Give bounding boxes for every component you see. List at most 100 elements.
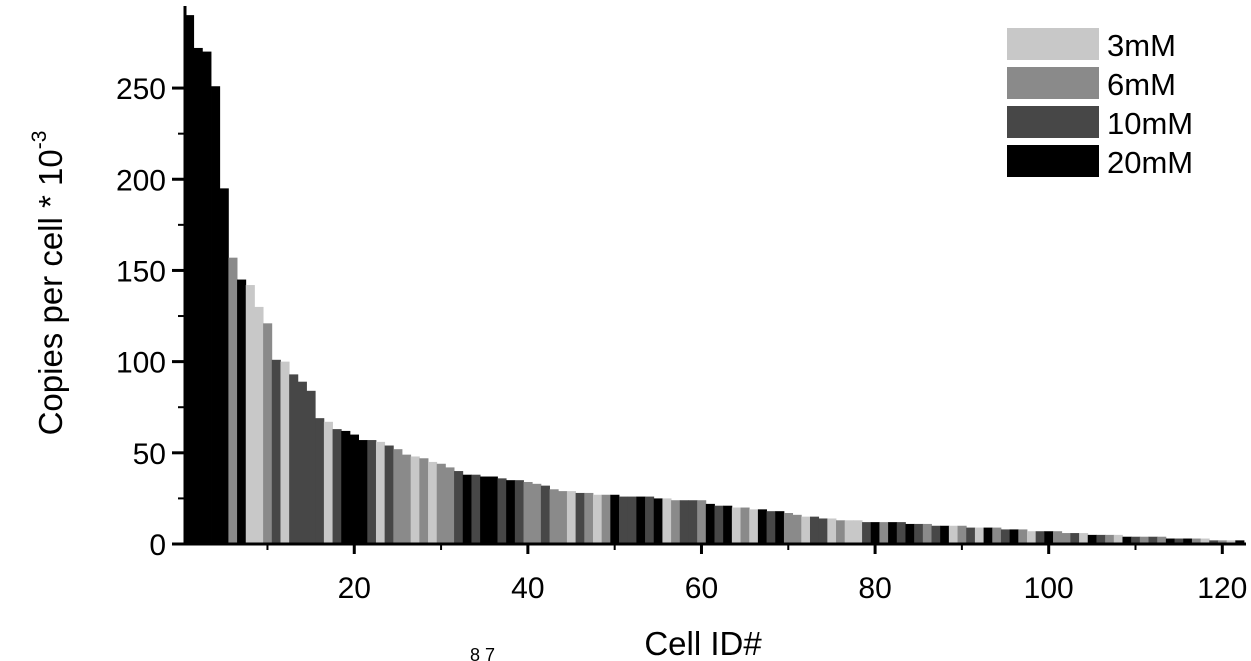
x-tick-label: 80 <box>858 572 891 605</box>
bar <box>957 525 967 544</box>
legend-swatch <box>1007 67 1099 99</box>
bar <box>471 474 481 544</box>
bar <box>436 463 446 544</box>
legend-swatch <box>1007 28 1099 60</box>
bar <box>940 525 950 544</box>
bar <box>428 461 438 544</box>
legend-label: 20mM <box>1107 145 1193 180</box>
bar <box>1087 534 1097 544</box>
bar <box>254 306 264 544</box>
bar <box>211 86 221 545</box>
bar <box>827 518 837 544</box>
bar <box>836 520 846 544</box>
bar <box>219 188 229 544</box>
bar <box>1053 531 1063 544</box>
bar <box>462 474 472 544</box>
bar <box>983 527 993 544</box>
bar <box>948 525 958 544</box>
bar <box>584 492 594 544</box>
bar <box>402 454 412 544</box>
svg-text:Copies per cell * 10-3: Copies per cell * 10-3 <box>28 131 69 436</box>
bar <box>844 520 854 544</box>
bar <box>879 522 889 544</box>
bar <box>783 513 794 544</box>
bar <box>714 505 724 544</box>
bar <box>775 511 785 544</box>
bar <box>202 51 212 545</box>
bar <box>731 507 741 544</box>
bar <box>384 445 394 544</box>
x-tick-label: 120 <box>1197 572 1247 605</box>
bar <box>540 485 550 544</box>
bar <box>488 476 498 544</box>
bar <box>688 500 698 544</box>
bar <box>349 434 360 544</box>
bar <box>185 15 195 545</box>
bar <box>992 527 1002 544</box>
bar <box>375 441 386 544</box>
bar <box>358 440 368 544</box>
bar <box>914 523 924 544</box>
legend-label: 3mM <box>1107 28 1176 63</box>
bar <box>662 498 672 544</box>
bar <box>862 522 872 544</box>
bar <box>497 478 507 544</box>
bar <box>740 507 750 544</box>
bar <box>289 374 299 544</box>
bar <box>566 491 577 544</box>
bar <box>601 494 611 544</box>
bar <box>323 421 333 544</box>
y-tick-label: 150 <box>116 255 166 288</box>
bar <box>445 467 455 544</box>
bar <box>1235 540 1245 544</box>
bar <box>393 449 403 544</box>
bar <box>1200 538 1210 544</box>
x-tick-label: 40 <box>511 572 544 605</box>
bar <box>627 496 637 544</box>
bar <box>1226 540 1236 544</box>
bar <box>749 509 759 544</box>
bar <box>1157 536 1167 544</box>
bar <box>1061 533 1071 544</box>
bar <box>818 518 828 544</box>
bar <box>723 505 733 544</box>
bar <box>896 522 906 544</box>
bar <box>974 527 984 544</box>
stray-footnote-text: 8 7 <box>470 645 495 661</box>
bar <box>1079 533 1089 544</box>
bar <box>610 494 620 544</box>
bar <box>341 430 351 544</box>
bar <box>853 520 863 544</box>
bar <box>1191 538 1201 544</box>
x-ticks: 20 40 60 80 100 120 <box>266 544 1247 605</box>
bar <box>931 525 941 544</box>
bar <box>280 361 290 544</box>
bar <box>1000 529 1011 544</box>
bar <box>237 279 247 544</box>
bar <box>809 516 820 544</box>
y-axis-title-exponent: -3 <box>28 131 51 150</box>
bar <box>905 523 915 544</box>
bar <box>1183 538 1193 544</box>
bar <box>575 492 585 544</box>
bar <box>1070 533 1080 544</box>
bar <box>1131 536 1141 544</box>
legend: 3mM 6mM 10mM 20mM <box>1007 28 1193 180</box>
bar <box>671 500 681 544</box>
bar <box>1096 534 1106 544</box>
y-tick-label: 50 <box>133 438 166 471</box>
bar <box>1105 534 1115 544</box>
bar <box>263 323 273 544</box>
bar <box>1018 529 1028 544</box>
bar <box>1009 529 1019 544</box>
axes <box>183 6 1246 546</box>
bar <box>1044 531 1054 544</box>
bar <box>523 481 533 544</box>
bar <box>697 500 707 544</box>
bar <box>306 390 316 544</box>
bar <box>1035 531 1045 544</box>
bar <box>1122 536 1132 544</box>
bar <box>766 511 776 544</box>
y-tick-label: 200 <box>116 164 166 197</box>
